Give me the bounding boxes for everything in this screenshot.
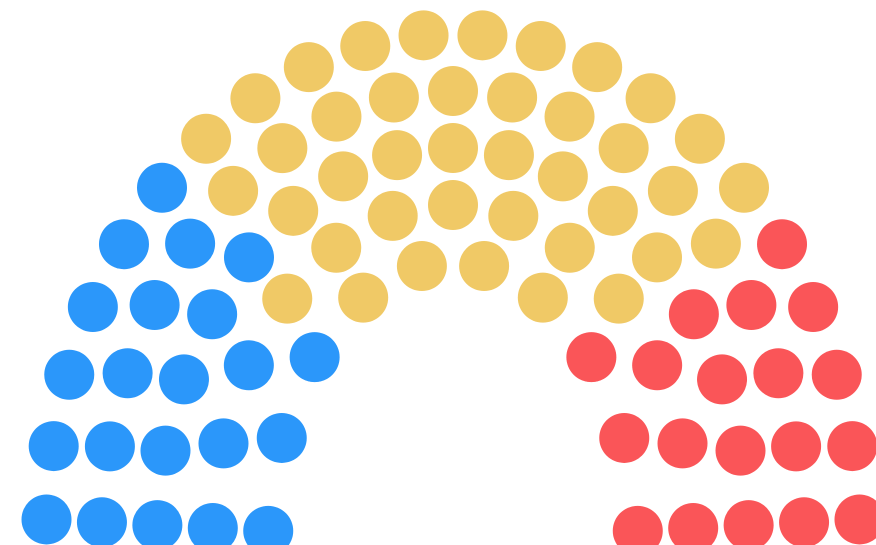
seat: [311, 91, 362, 142]
seat: [44, 349, 95, 400]
seat: [719, 162, 770, 213]
seat: [632, 232, 683, 283]
seat: [612, 505, 663, 545]
seat: [338, 272, 389, 323]
seat: [428, 123, 478, 173]
seat: [396, 241, 447, 292]
seat: [779, 497, 830, 545]
seat: [834, 494, 876, 545]
seat: [140, 425, 191, 476]
seat: [283, 42, 334, 93]
seat: [21, 494, 72, 545]
seat: [102, 348, 153, 399]
seat: [726, 280, 777, 331]
seat: [84, 421, 135, 472]
seat: [647, 165, 698, 216]
seat: [487, 72, 538, 123]
seat: [129, 280, 180, 331]
seat: [136, 162, 187, 213]
seat: [827, 421, 876, 472]
seat: [257, 123, 308, 174]
seat: [76, 497, 127, 545]
seat: [187, 289, 238, 340]
seat: [488, 190, 539, 241]
seat: [256, 412, 307, 463]
seat: [243, 505, 294, 545]
seat: [690, 218, 741, 269]
party-group: [566, 219, 876, 545]
seat: [753, 348, 804, 399]
seat: [598, 123, 649, 174]
seat: [715, 425, 766, 476]
seat: [368, 72, 419, 123]
seat: [517, 272, 568, 323]
seat: [398, 10, 449, 61]
seat: [515, 21, 566, 72]
party-group: [21, 162, 340, 545]
seat: [28, 421, 79, 472]
seat: [208, 165, 259, 216]
seat: [587, 185, 638, 236]
seat: [674, 113, 725, 164]
seat: [230, 73, 281, 124]
seat: [289, 332, 340, 383]
seat: [657, 418, 708, 469]
seat: [223, 232, 274, 283]
seat: [757, 219, 808, 270]
seat: [372, 130, 423, 181]
seat: [544, 91, 595, 142]
seat: [428, 180, 478, 230]
seat: [593, 273, 644, 324]
seat: [537, 151, 588, 202]
party-group: [181, 10, 770, 324]
seat: [67, 281, 118, 332]
seat: [788, 281, 839, 332]
seat: [181, 113, 232, 164]
seat: [668, 503, 719, 545]
seat: [187, 503, 238, 545]
seat: [457, 10, 508, 61]
seat: [697, 354, 748, 405]
seat: [668, 289, 719, 340]
seat: [165, 218, 216, 269]
seat: [311, 222, 362, 273]
seat: [223, 340, 274, 391]
seat: [367, 190, 418, 241]
seat: [318, 151, 369, 202]
seat: [566, 332, 617, 383]
seat: [158, 354, 209, 405]
seat: [771, 421, 822, 472]
seat: [625, 73, 676, 124]
seat: [632, 340, 683, 391]
seat: [811, 349, 862, 400]
seat: [262, 273, 313, 324]
seat: [98, 219, 149, 270]
seat: [723, 500, 774, 545]
seat: [428, 66, 478, 116]
seat: [483, 130, 534, 181]
seat: [599, 412, 650, 463]
seat: [340, 21, 391, 72]
seat: [572, 42, 623, 93]
seat: [544, 222, 595, 273]
seat: [268, 185, 319, 236]
seat: [459, 241, 510, 292]
seat: [198, 418, 249, 469]
seat: [132, 500, 183, 545]
